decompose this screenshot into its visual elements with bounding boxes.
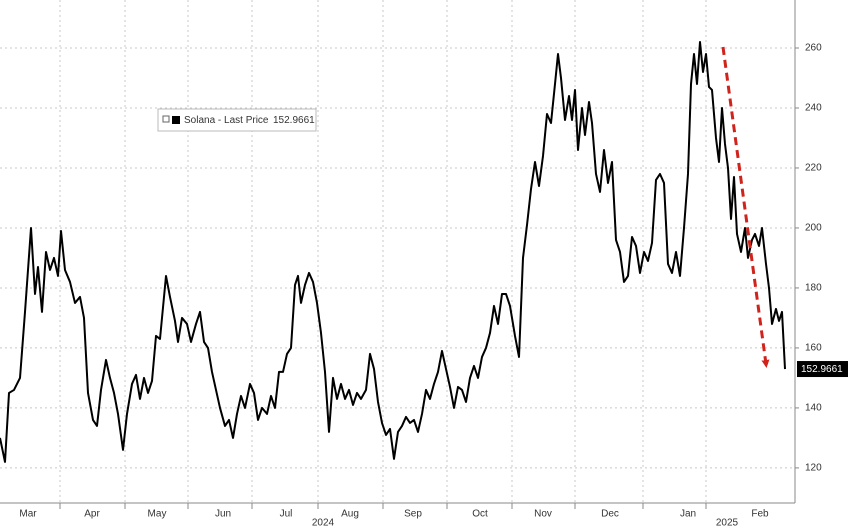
x-tick-label: Aug (341, 509, 359, 520)
last-price-label: 152.9661 (801, 364, 843, 375)
last-price-tag (797, 361, 848, 378)
legend-last-price: 152.9661 (273, 115, 315, 126)
y-tick-label: 120 (805, 463, 822, 474)
x-tick-label: Mar (19, 509, 37, 520)
x-tick-label: Dec (601, 509, 619, 520)
plot-area (0, 40, 786, 463)
y-tick-label: 200 (805, 223, 822, 234)
price-line (0, 40, 786, 463)
x-tick-label: Nov (534, 509, 552, 520)
trend-arrow (721, 46, 770, 368)
x-tick-label: Sep (404, 509, 422, 520)
x-tick-label: May (148, 509, 167, 520)
y-tick-label: 240 (805, 103, 822, 114)
legend: Solana - Last Price 152.9661 (157, 108, 317, 132)
x-tick-label: Apr (84, 509, 100, 520)
grid: 120 140 160 180 200 220 240 260 Mar Apr May Jun Jul A… (0, 0, 822, 529)
x-tick-label: Jan (680, 509, 696, 520)
y-tick-label: 220 (805, 163, 822, 174)
x-tick-label: Jul (280, 509, 293, 520)
y-tick-label: 160 (805, 343, 822, 354)
x-tick-label: Feb (751, 509, 769, 520)
y-tick-label: 180 (805, 283, 822, 294)
legend-box (157, 108, 317, 132)
x-tick-label: Jun (215, 509, 231, 520)
y-tick-label: 260 (805, 43, 822, 54)
legend-label: Solana - Last Price (184, 115, 269, 126)
x-tick-label: Oct (472, 509, 488, 520)
legend-swatch (172, 116, 180, 124)
legend-toggle (162, 115, 170, 123)
y-tick-label: 140 (805, 403, 822, 414)
year-label: 2024 (312, 518, 335, 529)
year-label: 2025 (716, 518, 739, 529)
